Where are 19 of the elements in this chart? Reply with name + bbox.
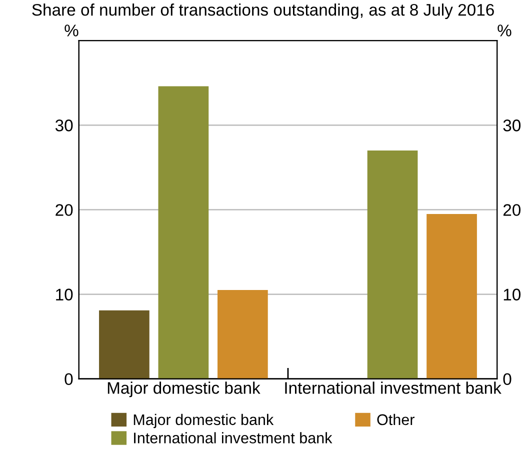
y-tick-label: 0 <box>64 373 73 386</box>
y-axis-title: % <box>64 24 78 36</box>
y2-tick-label: 0 <box>503 373 512 386</box>
y2-tick-label: 10 <box>504 288 521 300</box>
bar <box>367 150 418 379</box>
bar <box>426 214 477 379</box>
y2-tick-label: 20 <box>503 204 521 216</box>
bar <box>158 86 209 379</box>
bar <box>218 290 268 379</box>
y-tick-label: 20 <box>56 204 73 216</box>
y-tick-label: 30 <box>55 120 73 132</box>
y-tick-label: 10 <box>56 288 73 300</box>
chart-subtitle: Share of number of transactions outstanding, as at 8 July 2016 <box>32 4 494 20</box>
y2-tick-label: 30 <box>503 120 521 132</box>
y2-axis-title: % <box>498 24 512 36</box>
legend-label: Major domestic bank <box>134 414 274 428</box>
legend-label: Other <box>377 414 414 426</box>
bar <box>99 310 150 379</box>
legend-label: International investment bank <box>134 432 332 444</box>
